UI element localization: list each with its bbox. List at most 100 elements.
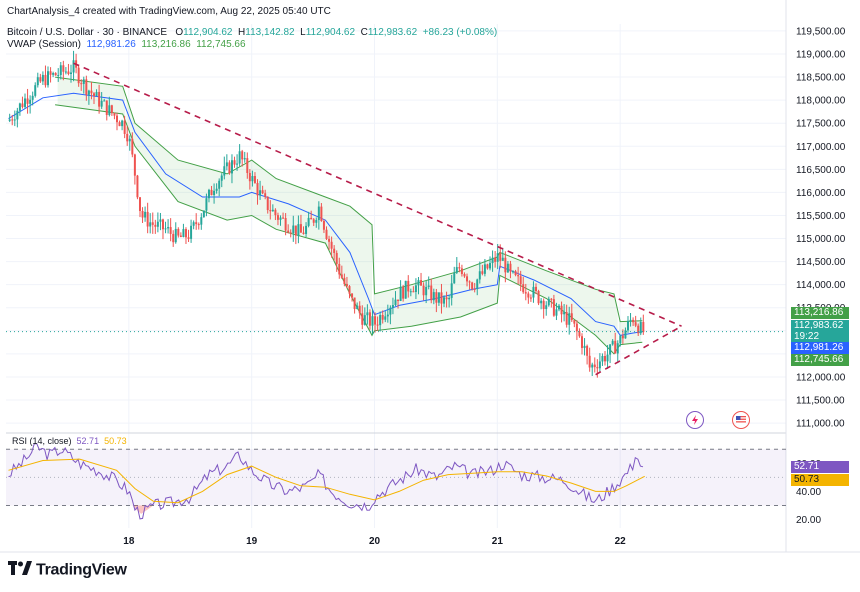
candle-body <box>570 313 573 321</box>
candle-body <box>80 83 83 85</box>
y-tick-label: 119,500.00 <box>796 26 846 37</box>
candle-body <box>113 113 116 116</box>
candle-body <box>292 225 295 234</box>
candle-body <box>210 189 213 196</box>
candle-body <box>545 305 548 310</box>
change-value: +86.23 (+0.08%) <box>422 27 498 38</box>
candle-body <box>358 305 361 314</box>
candle-body <box>435 292 438 303</box>
open-label: O <box>175 27 184 38</box>
candle-body <box>348 286 351 294</box>
candle-body <box>62 65 65 72</box>
candle-body <box>317 206 320 221</box>
candle-body <box>284 217 287 231</box>
candle-body <box>220 175 223 181</box>
candle-body <box>72 60 75 73</box>
y-tick-label: 115,500.00 <box>796 211 846 222</box>
low-label: L <box>300 27 306 38</box>
candle-body <box>361 313 364 325</box>
vwap-band-fill <box>373 257 498 334</box>
close-price-tag: 112,983.62 <box>791 320 849 332</box>
candle-body <box>542 300 545 310</box>
candle-body <box>110 105 113 114</box>
candle-body <box>192 222 195 226</box>
low-value: 112,904.62 <box>305 27 356 38</box>
candle-body <box>16 110 19 120</box>
candle-body <box>466 276 469 282</box>
vwap-line <box>8 92 643 336</box>
candle-body <box>374 316 377 325</box>
candle-body <box>499 253 502 261</box>
candle-body <box>478 271 481 280</box>
flash-icon[interactable] <box>686 411 704 429</box>
candle-body <box>312 219 315 223</box>
candle-body <box>57 75 60 77</box>
candle-body <box>205 198 208 211</box>
candle-body <box>509 263 512 272</box>
candle-body <box>537 291 540 304</box>
candle-body <box>529 297 532 299</box>
open-value: 112,904.62 <box>183 27 233 38</box>
candle-body <box>264 193 267 197</box>
tradingview-logo[interactable]: TradingView <box>8 561 127 580</box>
candle-body <box>407 280 410 292</box>
candle-body <box>471 282 474 289</box>
candle-body <box>552 299 555 316</box>
rsi-band-fill <box>6 449 786 506</box>
candle-body <box>169 227 172 234</box>
vwap-value: 112,981.26 <box>86 39 136 50</box>
vwap-upper-band-line <box>55 76 643 323</box>
candle-body <box>320 206 323 221</box>
candle-body <box>386 314 389 317</box>
candle-body <box>381 315 384 320</box>
countdown-tag: 19:22 <box>791 331 849 343</box>
candle-body <box>174 228 177 243</box>
candle-body <box>496 253 499 262</box>
vwap-label: VWAP (Session) <box>7 39 81 50</box>
candle-body <box>172 233 175 243</box>
candle-body <box>491 257 494 264</box>
candle-body <box>103 100 106 102</box>
candle-body <box>609 344 612 355</box>
candle-body <box>616 343 619 354</box>
symbol-name: Bitcoin / U.S. Dollar · 30 · BINANCE <box>7 27 168 38</box>
candle-body <box>384 316 387 320</box>
candle-body <box>213 190 216 196</box>
candle-body <box>588 355 591 368</box>
candle-body <box>575 323 578 332</box>
candle-body <box>614 340 617 354</box>
candle-body <box>547 298 550 306</box>
candle-body <box>420 280 423 286</box>
y-tick-label: 114,500.00 <box>796 257 846 268</box>
candle-body <box>248 172 251 182</box>
candle-body <box>632 319 635 323</box>
candle-body <box>414 285 417 293</box>
candle-body <box>156 221 159 227</box>
candle-body <box>187 237 190 239</box>
candle-body <box>302 232 305 234</box>
candle-body <box>87 90 90 95</box>
candle-body <box>315 220 318 223</box>
candle-body <box>598 361 601 369</box>
candle-body <box>197 224 200 226</box>
candle-body <box>233 160 236 165</box>
candle-body <box>133 154 136 176</box>
candle-body <box>241 151 244 160</box>
candle-body <box>335 252 338 264</box>
candle-body <box>149 222 152 227</box>
candle-body <box>31 95 34 100</box>
candle-body <box>123 120 126 134</box>
vwap-lower-band-line <box>55 104 643 355</box>
candle-body <box>586 345 589 356</box>
candle-body <box>287 230 290 233</box>
candle-body <box>540 300 543 304</box>
y-tick-label: 118,500.00 <box>796 73 846 84</box>
candle-body <box>29 99 32 104</box>
candle-body <box>629 319 632 322</box>
candle-body <box>261 190 264 194</box>
us-flag-icon[interactable] <box>732 411 750 429</box>
candle-body <box>307 217 310 226</box>
candle-body <box>269 210 272 212</box>
candle-body <box>202 210 205 218</box>
